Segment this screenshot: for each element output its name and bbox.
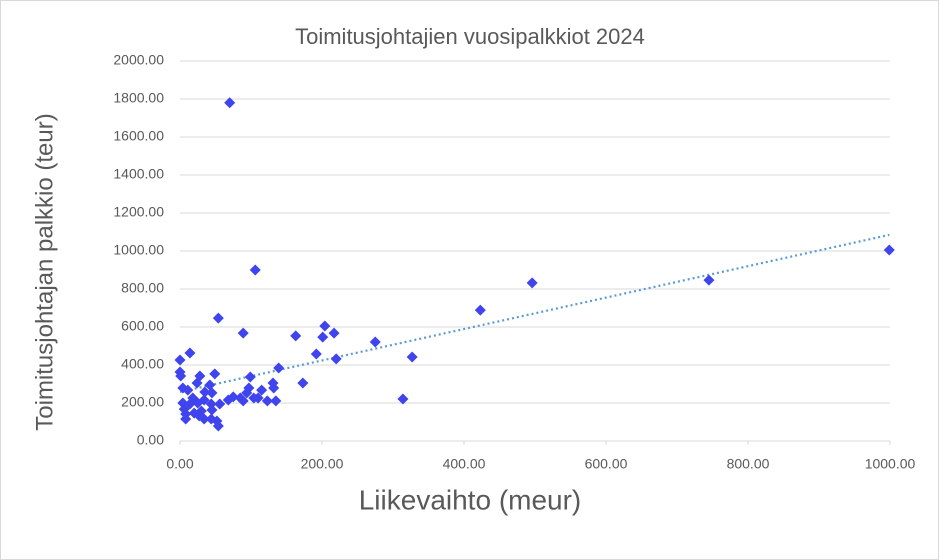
data-point: [180, 413, 192, 425]
data-point: [174, 354, 186, 366]
data-point: [406, 351, 418, 363]
x-axis-label: Liikevaihto (meur): [359, 484, 582, 515]
data-point: [330, 353, 342, 365]
data-point: [175, 370, 187, 382]
data-point: [194, 370, 206, 382]
y-tick-label: 1400.00: [113, 166, 164, 182]
data-point: [268, 382, 280, 394]
data-point: [182, 384, 194, 396]
x-tick-label: 0.00: [166, 456, 193, 472]
data-point: [199, 386, 211, 398]
data-point: [198, 394, 210, 406]
y-tick-label: 400.00: [121, 356, 164, 372]
y-tick-label: 200.00: [121, 394, 164, 410]
data-point: [369, 336, 381, 348]
y-tick-label: 1800.00: [113, 90, 164, 106]
data-point: [243, 382, 255, 394]
data-point: [474, 304, 486, 316]
data-point: [526, 277, 538, 289]
data-point: [209, 368, 221, 380]
data-point: [184, 347, 196, 359]
data-point: [237, 395, 249, 407]
data-point: [703, 274, 715, 286]
y-tick-label: 2000.00: [113, 52, 164, 68]
data-point: [310, 348, 322, 360]
y-axis-label: Toimitusjohtajan palkkio (teur): [31, 113, 58, 430]
x-tick-label: 600.00: [585, 456, 628, 472]
y-tick-label: 1000.00: [113, 242, 164, 258]
data-point: [214, 398, 226, 410]
data-point: [212, 420, 224, 432]
y-tick-label: 600.00: [121, 318, 164, 334]
data-point: [212, 312, 224, 324]
data-point: [184, 398, 196, 410]
data-point: [252, 392, 264, 404]
x-tick-label: 1000.00: [865, 456, 916, 472]
x-tick-label: 400.00: [443, 456, 486, 472]
data-point: [256, 384, 268, 396]
data-point: [206, 404, 218, 416]
data-point: [273, 362, 285, 374]
chart-title: Toimitusjohtajien vuosipalkkiot 2024: [295, 24, 645, 49]
data-point: [317, 331, 329, 343]
data-point: [290, 330, 302, 342]
x-tick-label: 800.00: [727, 456, 770, 472]
data-point: [297, 377, 309, 389]
data-point: [883, 244, 895, 256]
data-point: [198, 413, 210, 425]
data-point: [206, 387, 218, 399]
data-point: [319, 320, 331, 332]
data-point: [261, 395, 273, 407]
data-point: [222, 394, 234, 406]
y-tick-label: 800.00: [121, 280, 164, 296]
data-point: [328, 327, 340, 339]
y-tick-label: 1200.00: [113, 204, 164, 220]
data-point: [249, 264, 261, 276]
data-point: [397, 393, 409, 405]
trendline: [179, 233, 890, 393]
data-point: [270, 395, 282, 407]
data-point: [244, 371, 256, 383]
x-tick-label: 200.00: [301, 456, 344, 472]
data-point: [224, 97, 236, 109]
data-point: [204, 379, 216, 391]
data-point: [237, 327, 249, 339]
y-tick-label: 0.00: [137, 432, 164, 448]
y-tick-label: 1600.00: [113, 128, 164, 144]
